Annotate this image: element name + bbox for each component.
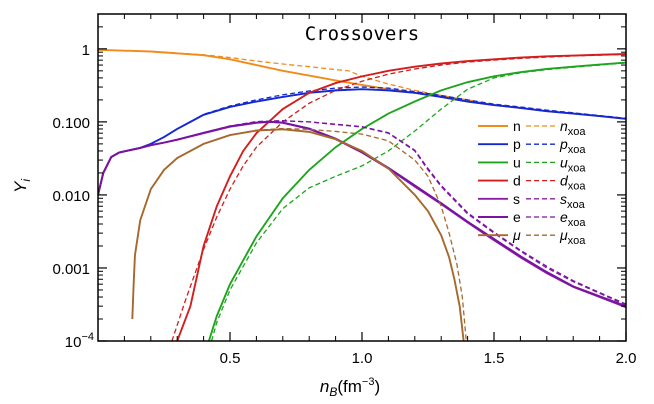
legend-label: u <box>513 154 521 170</box>
legend-xoa-label: μxoa <box>559 227 586 247</box>
legend-entry-p: p pxoa <box>478 136 586 156</box>
series-s-xoa-line <box>98 120 626 306</box>
y-tick-label: 1 <box>82 42 90 59</box>
legend-xoa-label: sxoa <box>560 191 586 211</box>
series-e-line <box>98 120 626 308</box>
legend-entry-mu: μ μxoa <box>478 227 586 247</box>
x-tick-label: 1.0 <box>352 350 373 367</box>
series-n-line <box>98 48 626 120</box>
series-e-xoa-line <box>98 119 626 305</box>
legend-entry-u: u uxoa <box>478 154 586 174</box>
y-tick-label: 0.010 <box>52 188 90 205</box>
x-tick-label: 0.5 <box>220 350 241 367</box>
legend-entry-d: d dxoa <box>478 173 586 193</box>
legend-xoa-label: nxoa <box>560 118 586 138</box>
legend-entry-e: e exoa <box>478 209 586 229</box>
legend-entry-n: n nxoa <box>478 118 586 138</box>
legend-xoa-label: exoa <box>560 209 586 229</box>
series-p-xoa-line <box>98 86 626 196</box>
x-tick-label: 1.5 <box>484 350 505 367</box>
series-u-line <box>207 61 626 341</box>
legend-xoa-label: dxoa <box>560 173 586 193</box>
series-s-line <box>98 120 626 309</box>
legend-xoa-label: uxoa <box>560 154 586 174</box>
x-axis-title: nB(fm−3) <box>320 376 380 399</box>
legend-label: μ <box>512 227 521 243</box>
legend-label: e <box>513 209 521 225</box>
series-d-line <box>176 53 626 341</box>
y-tick-label: 0.001 <box>52 261 90 278</box>
series-d-xoa-line <box>171 53 626 341</box>
legend-label: d <box>513 173 521 189</box>
chart-title: Crossovers <box>305 23 419 45</box>
y-tick-label: 0.100 <box>52 115 90 132</box>
legend-entry-s: s sxoa <box>478 191 586 211</box>
y-axis-title: Yi <box>11 179 33 193</box>
y-tick-label: 10−4 <box>65 331 94 351</box>
x-tick-label: 2.0 <box>616 350 637 367</box>
series-p-line <box>98 88 626 196</box>
plot-frame <box>97 13 627 342</box>
legend-label: n <box>513 118 521 134</box>
legend-xoa-label: pxoa <box>559 136 586 156</box>
series-mu-line <box>131 128 465 341</box>
legend-label: p <box>513 136 521 152</box>
legend-label: s <box>513 191 520 207</box>
